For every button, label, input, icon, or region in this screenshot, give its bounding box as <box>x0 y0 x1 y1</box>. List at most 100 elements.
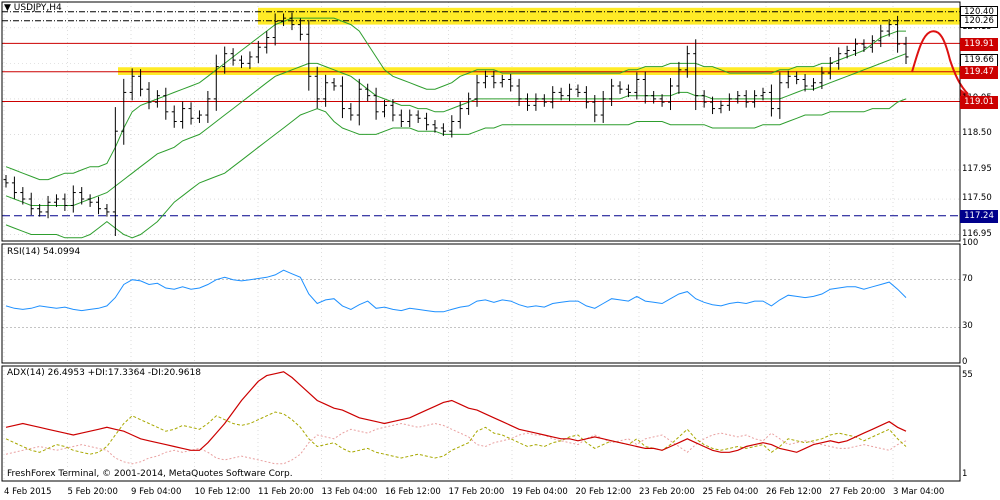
price-bar <box>373 87 379 120</box>
price-bar <box>886 19 892 37</box>
price-bar <box>878 24 884 48</box>
price-bar <box>457 101 463 129</box>
forecast-arrow-path <box>911 30 969 95</box>
price-bar <box>659 94 665 107</box>
price-bar <box>297 18 303 41</box>
price-bar <box>508 74 514 92</box>
time-tick-label: 20 Feb 12:00 <box>575 487 632 497</box>
price-bar <box>104 204 110 217</box>
price-bar <box>516 78 522 106</box>
price-bar <box>718 100 724 114</box>
time-tick-label: 9 Feb 04:00 <box>131 487 182 497</box>
minus-di-line <box>5 422 907 465</box>
highlight-zone <box>118 67 960 75</box>
adx-tick-label: 55 <box>962 369 973 380</box>
time-tick-label: 13 Feb 04:00 <box>321 487 378 497</box>
pane-border <box>1 243 961 364</box>
price-bar <box>827 57 833 80</box>
price-bar <box>70 185 76 213</box>
price-label: 120.26 <box>960 15 998 29</box>
price-bar <box>726 93 732 111</box>
price-bar <box>154 90 160 108</box>
price-label: 119.47 <box>960 66 998 80</box>
bollinger-bands <box>5 17 907 239</box>
price-bar <box>466 92 472 115</box>
symbol-title: USDJPY,H4 <box>13 3 62 13</box>
rsi-pane-title: RSI(14) 54.0994 <box>7 247 81 257</box>
adx-tick-label: 1 <box>962 469 968 479</box>
price-bar <box>415 110 421 123</box>
price-bar <box>11 176 17 199</box>
price-bar <box>281 13 287 27</box>
price-bar <box>701 90 707 108</box>
price-bar <box>558 87 564 101</box>
price-tick-label: 118.50 <box>962 128 992 139</box>
rsi-tick-label: 0 <box>962 357 968 367</box>
price-bar <box>112 107 118 236</box>
price-bar <box>869 35 875 53</box>
price-bar <box>138 69 144 97</box>
copyright-text: FreshForex Terminal, © 2001-2014, MetaQu… <box>7 469 293 479</box>
price-bar <box>634 72 640 100</box>
price-bar <box>390 99 396 122</box>
price-bar <box>121 78 127 145</box>
price-bar <box>163 87 169 120</box>
price-bar <box>735 90 741 104</box>
price-bar <box>583 86 589 109</box>
price-bar <box>752 90 758 108</box>
price-bar <box>802 74 808 92</box>
price-bar <box>567 83 573 102</box>
price-bar <box>533 93 539 111</box>
price-bar <box>440 123 446 136</box>
rsi-tick-label: 70 <box>962 273 973 284</box>
price-tick-label: 117.95 <box>962 163 992 174</box>
time-tick-label: 4 Feb 2015 <box>4 487 52 497</box>
price-bar <box>768 84 774 117</box>
price-bar <box>188 102 194 125</box>
price-bar <box>592 95 598 123</box>
price-bar <box>642 71 648 104</box>
price-bar <box>213 54 219 111</box>
price-bar <box>600 90 606 123</box>
price-bar <box>903 36 909 65</box>
price-bar <box>895 15 901 53</box>
price-bar <box>247 51 253 69</box>
price-bar <box>575 84 581 98</box>
price-bar <box>146 82 152 110</box>
price-bar <box>693 39 699 111</box>
main-pane-title[interactable]: ▼ USDJPY,H4 <box>4 3 62 13</box>
price-bar <box>760 87 766 101</box>
price-bar <box>625 84 631 98</box>
price-bar <box>550 86 556 109</box>
price-bar <box>171 105 177 128</box>
price-bar <box>449 115 455 138</box>
highlight-zone <box>258 7 960 25</box>
pane-border <box>1 1 961 242</box>
price-label: 119.91 <box>960 37 998 51</box>
price-bar <box>356 78 362 126</box>
price-bar <box>20 187 26 205</box>
price-bar <box>205 90 211 123</box>
price-bar <box>491 70 497 89</box>
adx-plot <box>5 371 907 465</box>
price-bar <box>314 66 320 109</box>
price-bar <box>323 74 329 107</box>
time-tick-label: 5 Feb 20:00 <box>67 487 118 497</box>
price-label: 119.66 <box>960 54 998 67</box>
price-bar <box>424 112 430 131</box>
price-bar <box>3 174 9 188</box>
bollinger-lower-line <box>5 98 907 239</box>
price-tick-label: 117.50 <box>962 193 992 203</box>
price-bar <box>819 66 825 90</box>
price-bar <box>777 72 783 119</box>
price-bar <box>255 40 261 64</box>
time-tick-label: 26 Feb 12:00 <box>766 487 822 497</box>
price-bar <box>836 47 842 70</box>
price-bar <box>129 68 135 101</box>
time-tick-label: 27 Feb 20:00 <box>829 487 886 497</box>
collapse-triangle-icon[interactable]: ▼ <box>4 3 11 13</box>
price-label: 117.24 <box>960 210 998 224</box>
price-bar <box>524 93 530 111</box>
price-bar <box>87 194 93 207</box>
